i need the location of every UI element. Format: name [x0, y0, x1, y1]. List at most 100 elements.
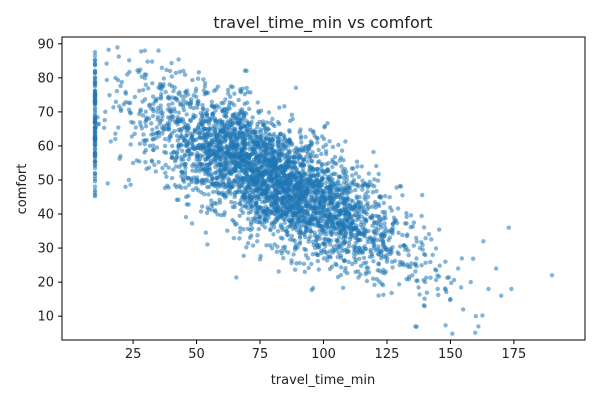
- data-point: [222, 175, 227, 181]
- data-point: [205, 90, 211, 95]
- data-point: [223, 97, 228, 102]
- data-point: [243, 164, 248, 170]
- data-point: [225, 119, 230, 124]
- data-point: [165, 95, 171, 101]
- data-point: [436, 292, 441, 298]
- data-point: [252, 179, 257, 184]
- data-point: [296, 220, 302, 226]
- x-tick-label: 100: [311, 347, 336, 362]
- data-point: [181, 136, 187, 142]
- data-point: [257, 216, 262, 221]
- data-point: [437, 263, 442, 268]
- data-point: [269, 202, 274, 207]
- data-point: [343, 139, 348, 144]
- data-point: [179, 133, 184, 138]
- data-point: [309, 159, 315, 164]
- data-point: [433, 246, 439, 251]
- data-point: [164, 67, 169, 73]
- data-point: [313, 210, 319, 215]
- data-point: [245, 89, 250, 95]
- data-point: [319, 151, 324, 157]
- data-point: [392, 218, 397, 223]
- data-point: [126, 107, 132, 112]
- data-point: [176, 197, 181, 202]
- data-point: [401, 243, 407, 248]
- data-point: [363, 271, 368, 277]
- data-point: [219, 162, 224, 168]
- data-point: [298, 194, 303, 200]
- data-point: [183, 214, 189, 220]
- data-point: [421, 225, 427, 230]
- data-point: [169, 155, 174, 160]
- data-point: [92, 109, 98, 115]
- data-point: [108, 139, 114, 144]
- data-point: [142, 150, 147, 155]
- data-point: [239, 184, 244, 189]
- data-point: [216, 140, 222, 145]
- data-point: [213, 171, 218, 176]
- data-point: [373, 202, 378, 207]
- data-point: [267, 132, 272, 137]
- data-point: [357, 245, 362, 250]
- data-point: [146, 165, 152, 170]
- data-point: [397, 262, 402, 268]
- data-point: [367, 205, 372, 210]
- data-point: [375, 268, 380, 273]
- data-point: [301, 172, 306, 178]
- data-point: [183, 165, 188, 170]
- data-point: [268, 195, 273, 200]
- data-point: [179, 162, 184, 167]
- data-point: [163, 150, 169, 155]
- data-point: [228, 170, 233, 175]
- data-point: [247, 155, 252, 161]
- data-point: [304, 176, 309, 182]
- data-point: [243, 204, 248, 209]
- data-point: [246, 182, 251, 187]
- data-point: [287, 166, 292, 171]
- data-point: [388, 251, 393, 257]
- data-point: [400, 193, 405, 198]
- data-point: [499, 293, 504, 298]
- data-point: [150, 94, 156, 99]
- data-point: [276, 213, 282, 218]
- data-point: [211, 88, 217, 94]
- data-point: [227, 136, 233, 141]
- data-point: [256, 226, 261, 232]
- data-point: [433, 267, 438, 272]
- data-point: [184, 88, 190, 93]
- data-point: [250, 115, 255, 120]
- data-point: [115, 45, 120, 50]
- data-point: [396, 230, 401, 235]
- data-point: [345, 218, 350, 223]
- data-point: [105, 181, 110, 186]
- data-point: [358, 237, 363, 243]
- data-point: [202, 81, 208, 86]
- y-tick-label: 70: [37, 105, 54, 120]
- data-point: [92, 147, 98, 152]
- data-point: [329, 264, 335, 269]
- data-point: [255, 100, 260, 105]
- data-point: [366, 171, 372, 176]
- data-point: [175, 98, 180, 103]
- data-point: [275, 204, 281, 210]
- data-point: [92, 53, 98, 58]
- data-point: [241, 253, 246, 258]
- data-point: [92, 115, 98, 120]
- data-point: [377, 203, 382, 209]
- data-point: [323, 216, 328, 221]
- data-point: [133, 125, 138, 130]
- data-point: [245, 201, 251, 206]
- data-point: [235, 113, 241, 119]
- data-point: [235, 179, 241, 185]
- x-tick-label: 75: [252, 347, 269, 362]
- data-point: [202, 132, 208, 137]
- data-point: [213, 156, 218, 161]
- data-point: [152, 162, 157, 168]
- data-point: [141, 138, 146, 143]
- data-point: [202, 92, 207, 97]
- data-point: [260, 119, 266, 124]
- data-point: [242, 157, 248, 162]
- data-point: [340, 200, 345, 205]
- data-point: [317, 159, 322, 164]
- data-point: [180, 176, 186, 181]
